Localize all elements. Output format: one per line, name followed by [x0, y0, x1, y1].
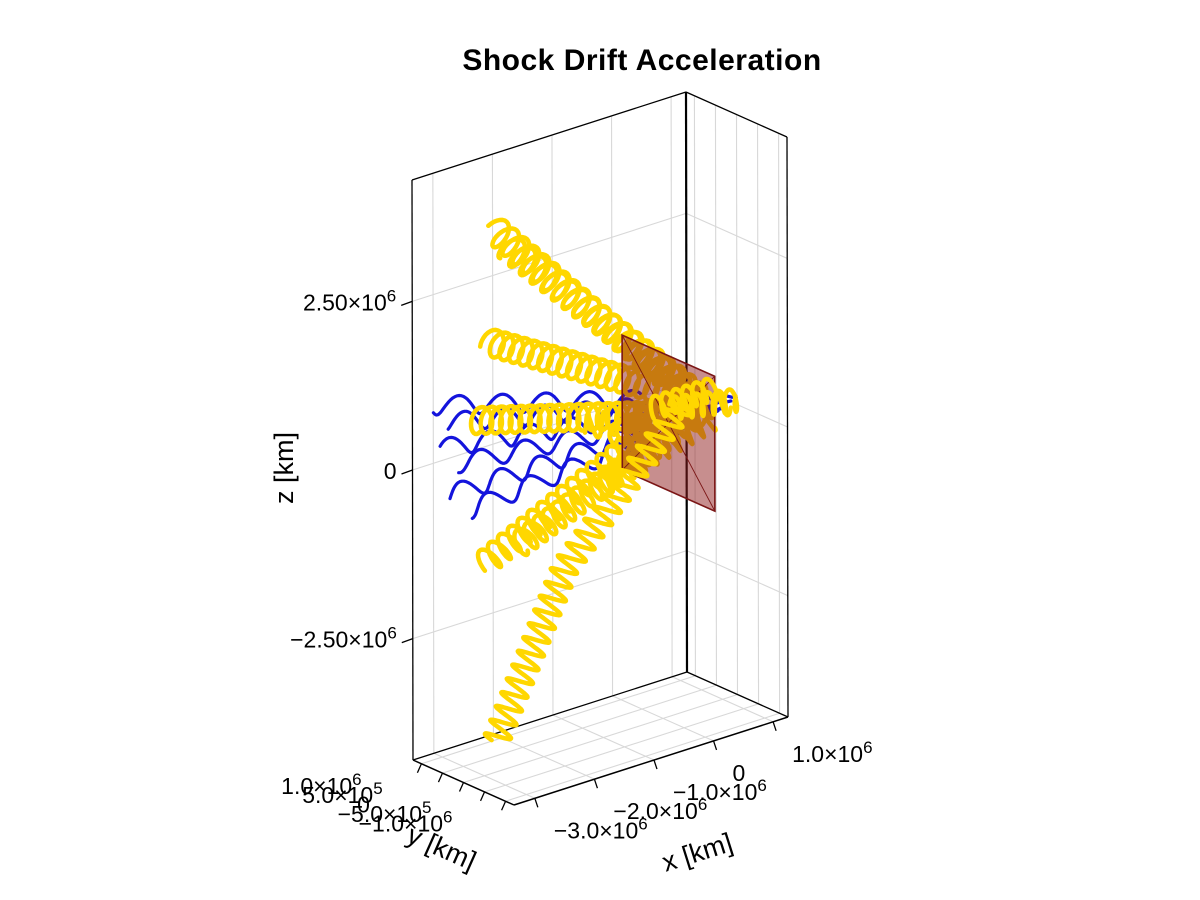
- x-axis-label: x [km]: [658, 827, 736, 877]
- y-tick-mark: [479, 791, 486, 802]
- top-right-edge: [685, 91, 788, 138]
- z-tick-label: −2.50×106: [290, 624, 397, 653]
- z-tick-label: 0: [384, 458, 397, 484]
- x-tick-mark: [534, 798, 539, 808]
- grid-lines: [412, 95, 789, 802]
- x-tick-label: −1.0×106: [673, 776, 767, 805]
- x-tick-label: 1.0×106: [792, 738, 872, 767]
- trajectory-ion-7: [482, 400, 694, 743]
- y-tick-mark: [458, 782, 465, 792]
- rightwall-z-grid-line: [685, 212, 788, 259]
- z-tick-mark: [401, 637, 414, 644]
- y-tick-mark: [416, 763, 423, 774]
- z-tick-mark: [401, 469, 413, 475]
- y-tick-label: 0: [357, 792, 370, 818]
- foreground-trajectories: [482, 376, 740, 743]
- y-tick-label: −1.0×106: [359, 807, 453, 836]
- x-tick-mark: [653, 759, 658, 770]
- y-tick-mark: [500, 800, 507, 811]
- leftwall-z-grid-line: [412, 550, 687, 640]
- x-tick-mark: [712, 740, 718, 751]
- x-tick-label: −3.0×106: [554, 814, 648, 843]
- y-tick-mark: [437, 772, 444, 783]
- x-tick-mark: [772, 721, 777, 731]
- z-axis-label: z [km]: [269, 432, 299, 504]
- axis-ticks-and-labels: 2.50×1060−2.50×1061.0×1065.0×1050−5.0×10…: [281, 286, 872, 843]
- y-tick-label: −5.0×105: [338, 798, 432, 827]
- floor-y-grid-line: [421, 675, 696, 765]
- z-tick-mark: [400, 300, 413, 307]
- x-tick-label: 0: [733, 760, 746, 786]
- trajectory-ion-9: [648, 376, 720, 421]
- x-tick-label: −2.0×106: [613, 795, 707, 824]
- z-tick-label: 2.50×106: [303, 286, 396, 315]
- box-edges: [411, 91, 789, 806]
- floor-back-right-edge: [686, 671, 789, 718]
- right-vertical-edge: [786, 136, 789, 718]
- plot-title: Shock Drift Acceleration: [462, 44, 822, 77]
- floor-y-grid-line: [484, 703, 759, 793]
- floor-back-left-edge: [412, 671, 688, 761]
- x-axis-spine: [513, 716, 789, 806]
- x-tick-mark: [593, 778, 599, 789]
- y-tick-label: 1.0×106: [281, 770, 361, 799]
- floor-y-grid-line: [442, 684, 717, 774]
- floor-y-grid-line: [505, 712, 780, 802]
- rightwall-z-grid-line: [686, 550, 789, 597]
- floor-y-grid-line: [463, 693, 738, 784]
- top-left-edge: [411, 91, 687, 181]
- y-tick-label: 5.0×105: [302, 779, 382, 808]
